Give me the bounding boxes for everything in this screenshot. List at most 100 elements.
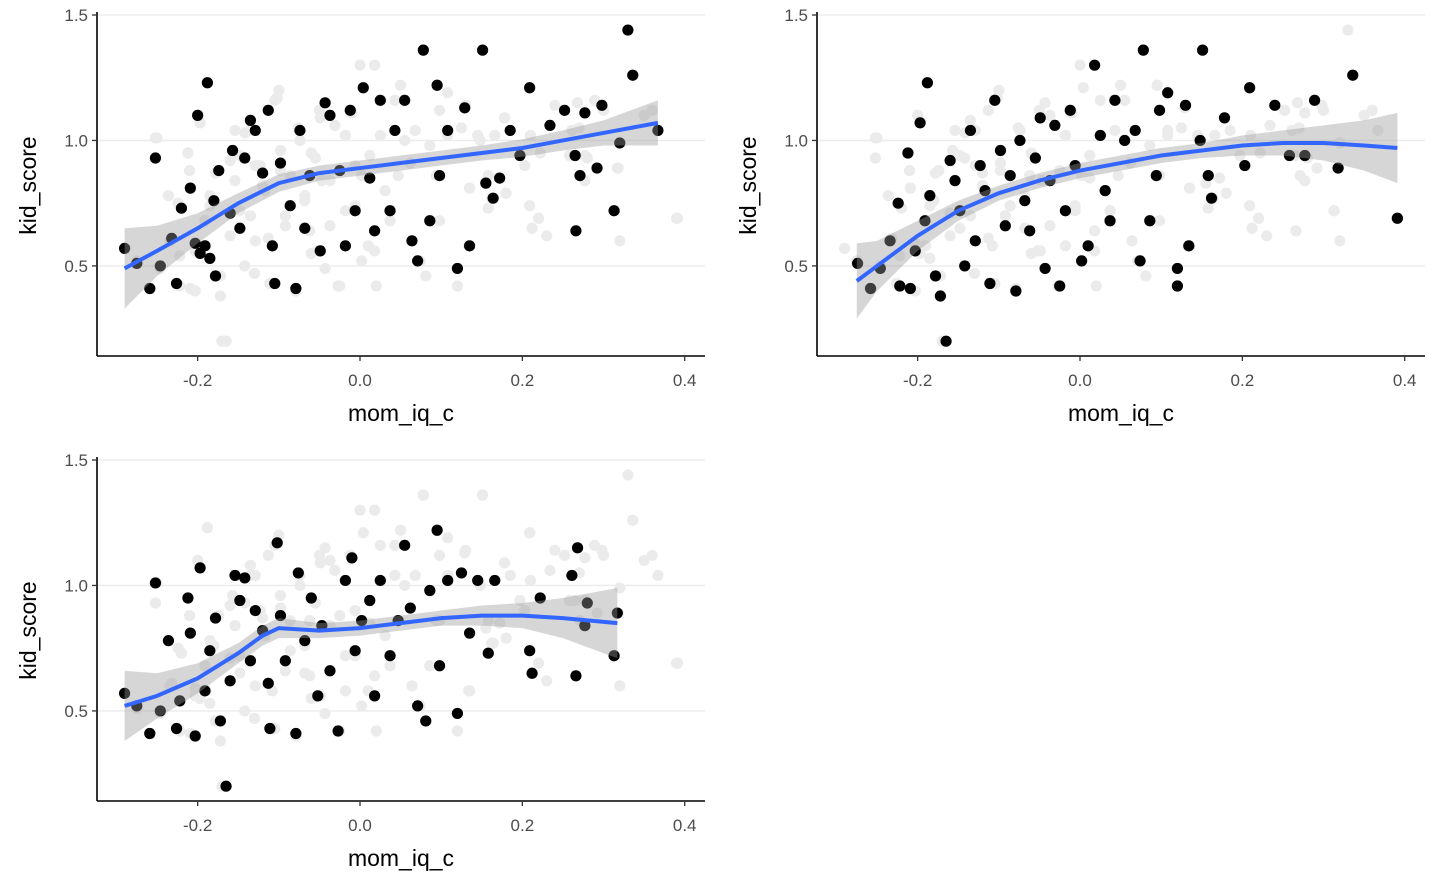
background-point <box>571 97 584 109</box>
data-point <box>1054 280 1066 292</box>
background-point <box>183 609 196 622</box>
data-point <box>274 157 287 169</box>
background-point <box>357 527 369 539</box>
background-point <box>581 152 593 164</box>
background-point <box>384 660 396 672</box>
background-point <box>544 564 556 577</box>
background-point <box>356 255 368 267</box>
background-point <box>274 589 287 602</box>
background-point <box>838 242 851 254</box>
background-point <box>249 159 261 172</box>
background-point <box>949 124 961 137</box>
data-point <box>1099 185 1111 197</box>
background-point <box>1109 124 1121 137</box>
data-point <box>1014 134 1026 147</box>
data-point <box>239 572 251 584</box>
background-point <box>1119 94 1131 106</box>
data-point <box>199 685 211 697</box>
background-point <box>1140 270 1152 282</box>
smooth-line <box>855 140 1398 283</box>
data-point <box>1137 44 1149 56</box>
data-point <box>451 262 464 275</box>
data-point <box>290 282 302 295</box>
data-point <box>162 635 175 647</box>
data-point <box>374 574 386 587</box>
data-point <box>389 124 401 137</box>
data-point <box>579 620 591 632</box>
background-point <box>304 670 316 682</box>
data-point <box>349 205 361 217</box>
background-point <box>370 280 382 292</box>
data-point <box>292 567 304 579</box>
data-point <box>1129 124 1141 137</box>
background-point <box>924 252 936 264</box>
background-point <box>369 670 381 682</box>
background-point <box>591 607 603 619</box>
data-point <box>1347 69 1359 81</box>
data-point <box>262 104 274 116</box>
background-point <box>1209 129 1221 142</box>
data-point <box>299 635 311 647</box>
data-point <box>184 182 196 194</box>
background-point <box>316 175 328 187</box>
background-point <box>646 549 658 561</box>
background-point <box>954 222 966 234</box>
background-point <box>1084 149 1096 162</box>
data-point <box>949 175 961 187</box>
background-point <box>406 680 418 692</box>
data-point <box>455 567 468 579</box>
data-point <box>229 569 241 582</box>
data-point <box>424 215 436 227</box>
data-point <box>364 594 376 607</box>
background-point <box>294 579 306 592</box>
background-point <box>249 235 261 247</box>
background-point <box>451 280 464 292</box>
data-point <box>1089 59 1101 71</box>
data-point <box>614 137 626 149</box>
data-point <box>1004 169 1016 182</box>
background-point <box>1112 169 1124 182</box>
background-point <box>1311 162 1323 174</box>
data-point <box>921 77 933 89</box>
background-point <box>284 645 296 657</box>
data-point <box>226 144 239 157</box>
data-point <box>1029 152 1041 164</box>
data-point <box>596 99 608 111</box>
background-point <box>1254 147 1266 159</box>
data-point <box>463 240 476 252</box>
background-point <box>614 680 626 692</box>
background-point <box>1252 212 1265 224</box>
background-point <box>374 129 386 142</box>
background-point <box>299 190 311 202</box>
data-point <box>420 715 432 727</box>
background-point <box>214 735 226 747</box>
data-point <box>1069 159 1081 172</box>
background-point <box>389 94 401 106</box>
data-point <box>346 552 358 564</box>
background-point <box>279 210 291 222</box>
data-point <box>463 627 476 639</box>
data-point <box>174 695 186 707</box>
data-point <box>924 190 936 202</box>
data-point <box>1039 262 1051 275</box>
data-point <box>399 539 411 551</box>
background-point <box>498 112 511 124</box>
data-point <box>224 675 236 687</box>
background-point <box>1104 205 1116 217</box>
background-point <box>964 114 977 126</box>
background-point <box>1044 109 1056 121</box>
background-point <box>204 635 216 647</box>
background-point <box>370 725 382 737</box>
background-point <box>670 212 683 224</box>
background-point <box>944 230 956 242</box>
y-tick-label: 1.0 <box>784 131 808 150</box>
background-point <box>433 549 446 561</box>
background-point <box>379 630 391 642</box>
data-point <box>504 124 516 137</box>
data-point <box>433 660 446 672</box>
data-point <box>472 574 484 587</box>
data-point <box>884 235 896 247</box>
data-point <box>1171 280 1184 292</box>
data-point <box>608 650 620 662</box>
background-point <box>524 200 536 212</box>
